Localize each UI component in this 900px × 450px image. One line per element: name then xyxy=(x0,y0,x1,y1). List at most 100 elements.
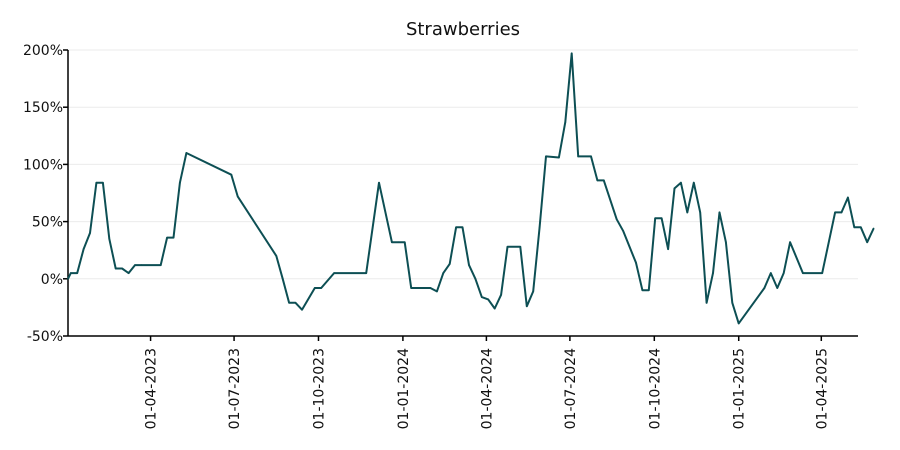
data-point xyxy=(493,307,496,310)
data-point xyxy=(397,241,400,243)
data-point xyxy=(320,287,323,289)
data-point xyxy=(391,241,393,243)
data-point xyxy=(301,308,303,311)
data-point xyxy=(468,264,470,266)
data-point xyxy=(782,272,785,274)
data-point xyxy=(281,278,284,280)
data-point xyxy=(673,187,676,190)
data-point xyxy=(718,211,721,214)
y-tick-label: 50% xyxy=(32,215,63,231)
data-point xyxy=(82,248,85,250)
data-point xyxy=(731,302,734,304)
y-tick-label: 150% xyxy=(23,100,63,116)
data-point xyxy=(67,278,69,280)
data-point xyxy=(365,272,367,274)
data-point xyxy=(603,179,605,182)
data-point xyxy=(590,155,592,158)
x-tick-label: 01-07-2023 xyxy=(227,348,243,429)
data-point xyxy=(179,181,181,184)
data-point xyxy=(840,211,843,214)
data-point xyxy=(429,287,432,289)
data-point xyxy=(802,272,804,274)
x-tick-label: 01-04-2024 xyxy=(479,348,495,429)
data-point xyxy=(641,289,644,292)
x-tick-label: 01-04-2025 xyxy=(814,348,830,429)
data-point xyxy=(776,287,779,289)
data-point xyxy=(89,232,91,234)
data-point xyxy=(725,241,727,243)
grid-lines xyxy=(68,49,858,280)
data-point xyxy=(236,195,239,198)
y-ticks: -50% 0% 50% 100% 150% 200% xyxy=(23,43,68,345)
data-point xyxy=(172,236,175,239)
data-point xyxy=(660,217,663,219)
data-point xyxy=(789,241,791,243)
data-point xyxy=(570,52,573,55)
data-point xyxy=(121,267,123,270)
data-point xyxy=(506,245,509,248)
x-ticks: 01-04-2023 01-07-2023 01-10-2023 01-01-2024… xyxy=(144,336,830,429)
data-point xyxy=(314,287,316,289)
data-point xyxy=(525,305,528,308)
data-point xyxy=(712,272,714,274)
data-point xyxy=(545,155,547,158)
data-point xyxy=(692,181,695,184)
data-point xyxy=(185,152,188,154)
data-point xyxy=(596,179,599,182)
x-tick-label: 01-04-2023 xyxy=(144,348,160,429)
x-tick-label: 01-01-2024 xyxy=(396,348,412,429)
data-point xyxy=(294,302,297,304)
data-point xyxy=(821,272,824,274)
y-tick-label: 200% xyxy=(23,43,63,59)
data-point xyxy=(705,302,708,304)
y-tick-label: 100% xyxy=(23,157,63,173)
data-point xyxy=(76,272,78,274)
data-point xyxy=(288,302,290,304)
data-point xyxy=(770,272,772,274)
x-tick-label: 01-01-2025 xyxy=(732,348,748,429)
data-point xyxy=(442,272,445,274)
x-tick-label: 01-10-2023 xyxy=(311,348,327,429)
chart-title: Strawberries xyxy=(406,19,520,40)
data-point xyxy=(455,226,457,229)
data-point xyxy=(481,296,483,298)
data-point xyxy=(69,272,72,274)
data-point xyxy=(853,226,856,229)
data-point xyxy=(230,173,233,176)
data-point xyxy=(127,272,130,274)
x-tick-label: 01-10-2024 xyxy=(647,348,663,429)
data-point xyxy=(519,245,522,248)
data-point xyxy=(859,226,862,229)
data-point xyxy=(275,255,278,257)
data-point xyxy=(872,227,875,230)
data-point xyxy=(763,287,766,289)
data-point xyxy=(847,196,849,199)
data-point xyxy=(558,156,560,159)
data-point xyxy=(680,181,682,184)
data-points xyxy=(67,52,875,325)
data-point xyxy=(532,290,534,293)
data-point xyxy=(474,278,477,280)
data-point xyxy=(500,294,502,296)
data-point xyxy=(654,217,657,219)
data-point xyxy=(436,290,438,293)
series-line xyxy=(67,52,875,325)
data-point xyxy=(564,121,567,123)
data-point xyxy=(648,289,650,292)
data-point xyxy=(410,287,412,289)
data-point xyxy=(403,241,406,243)
x-tick-label: 01-07-2024 xyxy=(563,348,579,429)
data-point xyxy=(635,261,637,264)
data-point xyxy=(866,241,868,243)
data-point xyxy=(461,226,464,229)
data-point xyxy=(622,229,624,232)
data-point xyxy=(333,272,335,274)
data-point xyxy=(699,211,701,214)
data-point xyxy=(667,248,669,250)
data-point xyxy=(834,211,836,214)
data-point xyxy=(378,181,380,184)
data-point xyxy=(166,236,168,239)
data-point xyxy=(140,264,143,266)
data-point xyxy=(577,155,579,158)
